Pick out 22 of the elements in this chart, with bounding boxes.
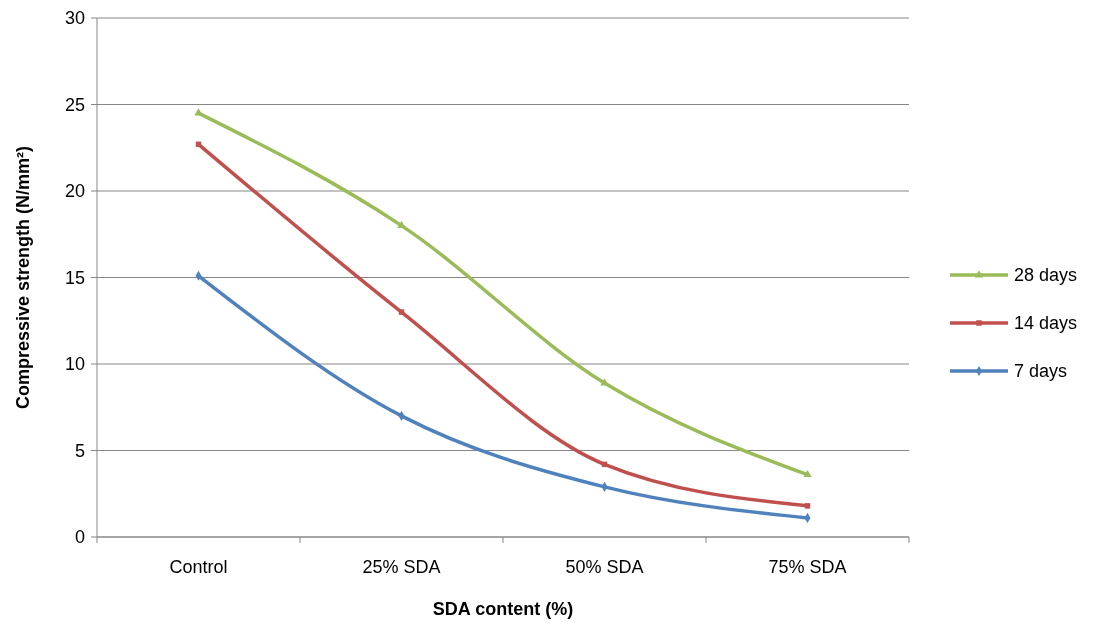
point <box>600 378 609 386</box>
point <box>803 469 812 478</box>
x-tick-label: 25% SDA <box>362 557 441 577</box>
y-tick-label: 0 <box>74 527 85 548</box>
x-tick-label: Control <box>169 557 228 577</box>
point <box>398 309 405 315</box>
y-tick-label: 10 <box>64 354 85 375</box>
y-tick-label: 30 <box>64 8 85 29</box>
y-tick-label: 20 <box>64 181 85 202</box>
point <box>194 108 203 116</box>
point <box>804 503 811 509</box>
x-tick-label: 50% SDA <box>565 557 644 577</box>
y-axis-title: Compressive strength (N/mm²) <box>13 145 33 410</box>
x-axis-title: SDA content (%) <box>432 599 574 619</box>
legend-label: 7 days <box>1014 361 1068 382</box>
x-tick-label: 75% SDA <box>768 557 847 577</box>
y-tick-label: 15 <box>64 267 85 288</box>
legend-label: 14 days <box>1014 313 1078 334</box>
y-tick-label: 25 <box>64 94 85 115</box>
legend-label: 28 days <box>1014 265 1078 286</box>
point <box>397 220 406 228</box>
y-tick-label: 5 <box>74 440 85 461</box>
